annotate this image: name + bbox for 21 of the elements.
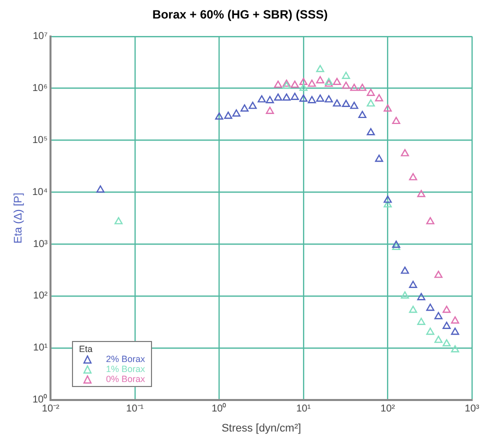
x-axis-title: Stress [dyn/cm²]	[222, 422, 302, 434]
x-tick-label: 10¹	[296, 404, 312, 415]
legend-label: 1% Borax	[106, 364, 146, 374]
y-tick-label: 10²	[33, 290, 48, 302]
y-tick-label: 10⁵	[32, 134, 48, 146]
x-tick-label: 10²	[380, 404, 396, 415]
x-tick-label: 10⁻²	[42, 404, 60, 415]
y-tick-label: 10¹	[33, 342, 48, 354]
chart-title: Borax + 60% (HG + SBR) (SSS)	[152, 8, 328, 22]
legend-title: Eta	[79, 344, 94, 354]
y-tick-label: 10⁴	[32, 186, 48, 198]
y-tick-label: 10⁷	[32, 31, 48, 42]
x-tick-label: 10⁰	[212, 402, 227, 415]
y-tick-label: 10⁶	[32, 83, 48, 94]
x-tick-label: 10³	[464, 404, 480, 415]
y-tick-label: 10³	[33, 238, 48, 250]
y-tick-label: 10⁰	[32, 394, 48, 406]
legend-label: 2% Borax	[106, 354, 146, 364]
x-tick-label: 10⁻¹	[126, 404, 144, 415]
y-axis-title: Eta (Δ) [P]	[12, 192, 25, 244]
legend-label: 0% Borax	[106, 374, 146, 384]
